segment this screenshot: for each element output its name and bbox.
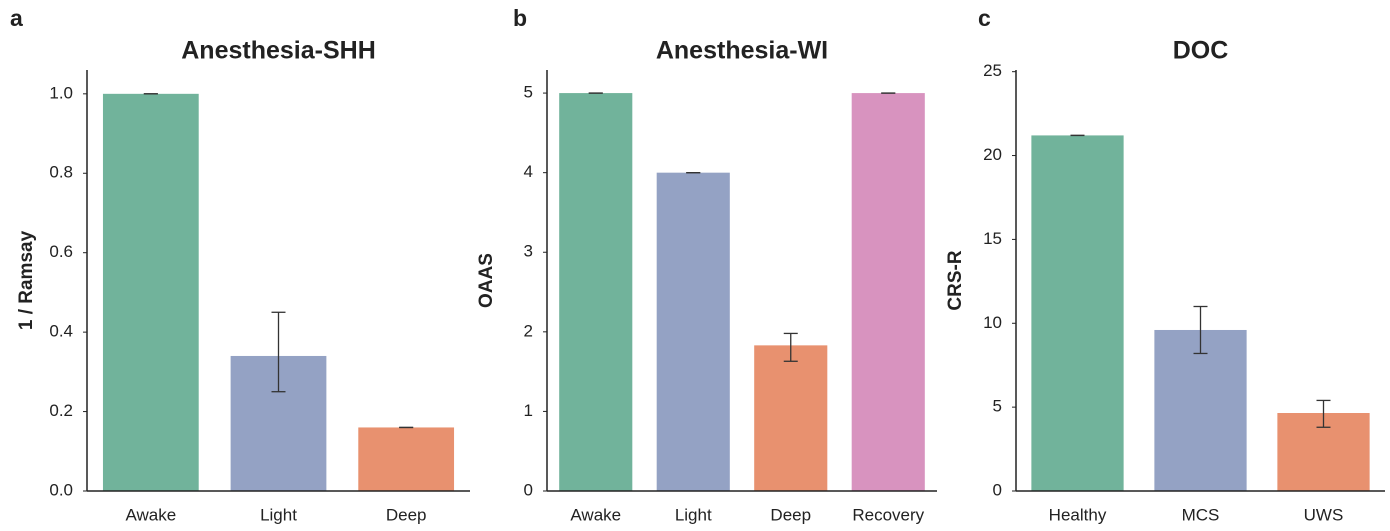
y-tick-label: 0 — [993, 480, 1002, 499]
y-tick-label: 3 — [524, 242, 533, 261]
bar — [1154, 329, 1247, 491]
y-tick-label: 0.8 — [49, 163, 73, 182]
y-tick-label: 4 — [524, 162, 533, 181]
y-tick-label: 20 — [983, 145, 1002, 164]
x-tick-label: Light — [260, 505, 297, 524]
x-tick-label: Awake — [570, 505, 621, 524]
y-tick-label: 1.0 — [49, 83, 73, 102]
y-tick-label: 0.6 — [49, 242, 73, 261]
x-tick-label: UWS — [1304, 505, 1344, 524]
panel-label: c — [978, 5, 991, 31]
bar — [754, 345, 828, 491]
x-tick-label: Awake — [125, 505, 176, 524]
error-bar — [1316, 399, 1331, 428]
x-tick-label: MCS — [1182, 505, 1220, 524]
x-tick-label: Healthy — [1049, 505, 1107, 524]
panel-label: a — [10, 5, 23, 31]
error-bar — [783, 332, 798, 362]
y-tick-label: 5 — [524, 83, 533, 102]
y-tick-label: 0.2 — [49, 401, 73, 420]
bar — [559, 93, 633, 491]
y-tick-label: 15 — [983, 229, 1002, 248]
bar — [851, 93, 925, 491]
y-tick-label: 1 — [524, 401, 533, 420]
chart-title: Anesthesia-SHH — [181, 37, 376, 65]
x-tick-label: Light — [675, 505, 712, 524]
panel-label: b — [513, 5, 527, 31]
y-axis-label: 1 / Ramsay — [16, 230, 37, 330]
x-tick-label: Recovery — [852, 505, 924, 524]
x-tick-label: Deep — [386, 505, 427, 524]
bar — [656, 172, 730, 491]
y-tick-label: 0 — [524, 480, 533, 499]
y-tick-label: 0.4 — [49, 322, 73, 341]
y-axis-label: CRS-R — [945, 250, 966, 310]
chart-title: DOC — [1173, 37, 1229, 65]
bar — [102, 93, 199, 491]
y-axis-label: OAAS — [476, 253, 497, 308]
y-tick-label: 5 — [993, 397, 1002, 416]
y-tick-label: 25 — [983, 61, 1002, 80]
bar — [1031, 135, 1124, 491]
error-bar — [271, 311, 286, 393]
y-tick-label: 2 — [524, 321, 533, 340]
error-bar — [1193, 305, 1208, 355]
bar — [358, 427, 455, 491]
x-tick-label: Deep — [770, 505, 811, 524]
y-tick-label: 10 — [983, 313, 1002, 332]
y-tick-label: 0.0 — [49, 480, 73, 499]
chart-title: Anesthesia-WI — [656, 37, 828, 65]
